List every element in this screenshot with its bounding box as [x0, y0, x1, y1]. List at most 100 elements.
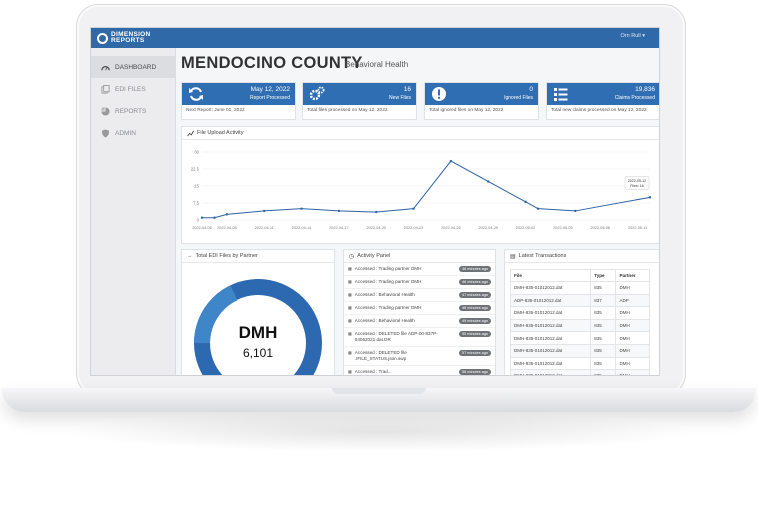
- table-row[interactable]: DMH-835-01012012.dat 835 DMH: [509, 369, 650, 375]
- table-cell: DMH: [615, 343, 650, 358]
- data-point[interactable]: [487, 180, 490, 183]
- activity-row[interactable]: ▦ Accessed : Trad... 58 minutes ago: [344, 366, 495, 375]
- activity-text: Accessed : Trading partner DMH: [354, 266, 422, 271]
- user-menu[interactable]: Orn Rull ▾: [620, 33, 645, 39]
- table-cell: 837: [590, 293, 617, 308]
- brand-logo[interactable]: DIMENSION REPORTS: [97, 31, 151, 45]
- data-point[interactable]: [574, 209, 577, 213]
- data-point[interactable]: [300, 207, 303, 210]
- table-row[interactable]: DMH-835-01012012.dat 835 DMH: [509, 318, 650, 333]
- x-tick-label: 2022-04-20: [367, 226, 386, 230]
- data-point[interactable]: [536, 207, 540, 210]
- table-row[interactable]: DMH-835-01012012.dat 835 DMH: [509, 331, 650, 345]
- panel-title: Total EDI Files by Partner: [195, 253, 258, 259]
- sidebar: DASHBOARD EDI FILES REPORTS ADMIN: [91, 48, 176, 375]
- y-tick-label: 7.5: [193, 201, 199, 206]
- shield-icon: [101, 128, 110, 138]
- log-entry-icon: ▦: [348, 266, 352, 271]
- activity-list: ▦ Accessed : Trading partner DMH 46 minute…: [344, 263, 495, 375]
- table-cell: 835: [590, 331, 617, 345]
- column-header[interactable]: File: [509, 269, 592, 282]
- stat-value: 16: [403, 86, 411, 93]
- stat-card-report[interactable]: May 12, 2022 Report Processed Next Repor…: [181, 82, 296, 120]
- sidebar-item-reports[interactable]: REPORTS: [91, 100, 175, 122]
- sidebar-item-label: EDI FILES: [115, 85, 146, 93]
- arrow-right-icon: →: [187, 253, 193, 259]
- log-entry-icon: ▦: [348, 318, 352, 323]
- stat-label: Claims Processed: [614, 95, 655, 101]
- log-entry-icon: ▦: [348, 305, 352, 310]
- table-row[interactable]: ADP-835-01012012.dat 837 ADP: [509, 293, 650, 308]
- transactions-panel: ▤ Latest Transactions File Type Partner DM…: [504, 249, 659, 375]
- activity-text: Accessed : Trading partner DMH: [354, 279, 422, 284]
- time-badge: 47 minutes ago: [459, 292, 491, 298]
- activity-panel: ◷ Activity Panel ▦ Accessed : Trading par…: [343, 249, 496, 375]
- table-cell: DMH: [615, 331, 650, 345]
- time-badge: 46 minutes ago: [459, 279, 491, 285]
- table-cell: 835: [590, 343, 617, 358]
- activity-row[interactable]: ▦ Accessed : DELETED file ADP-00-837P-040…: [344, 328, 495, 347]
- stat-card-new-files[interactable]: 16 New Files Total files processed on Ma…: [302, 82, 417, 120]
- activity-row[interactable]: ▦ Accessed : Trading partner DMH 46 minute…: [344, 276, 495, 289]
- x-tick-label: 2022-04-11: [255, 226, 274, 230]
- data-point[interactable]: [225, 213, 229, 216]
- activity-row[interactable]: ▦ Accessed : Trading partner DMH 46 minute…: [344, 263, 495, 276]
- data-point[interactable]: [375, 210, 378, 214]
- panel-title: Latest Transactions: [518, 253, 567, 259]
- column-header[interactable]: Type: [590, 269, 617, 282]
- x-tick-label: 2022-04-26: [441, 226, 460, 230]
- x-tick-label: 2022-05-08: [591, 226, 610, 230]
- stat-value: 0: [529, 86, 533, 93]
- line-chart-icon: [187, 130, 194, 136]
- column-header[interactable]: Partner: [615, 269, 650, 282]
- data-point[interactable]: [412, 207, 415, 210]
- data-point[interactable]: [213, 216, 216, 219]
- data-point[interactable]: [337, 209, 341, 213]
- data-point[interactable]: [200, 216, 204, 219]
- table-cell: DMH-835-01012012.dat: [509, 318, 592, 333]
- data-point[interactable]: [648, 196, 652, 199]
- transactions-table: File Type Partner DMH-835-01012012.dat 835 D…: [509, 269, 650, 375]
- file-upload-chart: 30 22.5 15 7.5 0 2022-04-06 2022-04-08 2022-04-…: [191, 150, 652, 230]
- brand-line2: REPORTS: [111, 37, 145, 44]
- donut-center-value: 6,101: [243, 346, 273, 360]
- stat-label: Ignored Files: [504, 95, 533, 101]
- file-upload-panel: File Upload Activity 30 22.5 15 7.5 0 2022-04…: [181, 126, 659, 244]
- time-badge: 46 minutes ago: [459, 266, 491, 272]
- sidebar-item-dashboard[interactable]: DASHBOARD: [91, 56, 175, 78]
- data-point[interactable]: [263, 209, 266, 213]
- activity-text: Accessed : Behavioral Health: [354, 292, 415, 297]
- table-cell: 835: [590, 318, 617, 333]
- clock-icon: ◷: [349, 253, 355, 260]
- activity-row[interactable]: ▦ Accessed : Behavioral Health 49 minutes …: [344, 315, 495, 328]
- table-icon: ▤: [510, 253, 516, 260]
- donut-segment[interactable]: [194, 285, 238, 344]
- table-cell: DMH: [615, 356, 650, 371]
- logo-mark-icon: [97, 32, 108, 44]
- stat-card-claims[interactable]: 19,836 Claims Processed Total new claims…: [546, 82, 659, 120]
- activity-row[interactable]: ▦ Accessed : Trading partner DMH 48 minute…: [344, 302, 495, 315]
- partner-donut-chart[interactable]: DMH 6,101: [182, 263, 334, 376]
- sidebar-item-admin[interactable]: ADMIN: [91, 122, 175, 144]
- x-tick-label: 2022-04-06: [192, 226, 211, 230]
- app-screen: DIMENSION REPORTS Orn Rull ▾ DASHBOARD E…: [90, 27, 660, 376]
- y-tick-label: 15: [194, 184, 199, 189]
- table-row[interactable]: DMH-835-01012012.dat 835 DMH: [509, 356, 650, 371]
- data-point[interactable]: [449, 159, 453, 163]
- table-cell: DMH-835-01012012.dat: [509, 281, 592, 295]
- activity-text: Accessed : Behavioral Health: [354, 318, 415, 323]
- brand-line1: DIMENSION: [111, 31, 151, 38]
- table-row[interactable]: DMH-835-01012012.dat 835 DMH: [509, 306, 650, 320]
- table-cell: 835: [590, 306, 617, 320]
- table-row[interactable]: DMH-835-01012012.dat 835 DMH: [509, 343, 650, 358]
- sidebar-item-edi-files[interactable]: EDI FILES: [91, 78, 175, 100]
- table-row[interactable]: DMH-835-01012012.dat 835 DMH: [509, 281, 650, 295]
- log-entry-icon: ▦: [348, 350, 352, 355]
- stat-card-ignored-files[interactable]: 0 Ignored Files Total ignored files on M…: [424, 82, 539, 120]
- data-point[interactable]: [524, 200, 527, 204]
- page-title: MENDOCINO COUNTY: [181, 54, 363, 72]
- time-badge: 48 minutes ago: [459, 305, 491, 311]
- activity-row[interactable]: ▦ Accessed : DELETED file .IFILE_STATUS.j…: [344, 347, 495, 366]
- activity-row[interactable]: ▦ Accessed : Behavioral Health 47 minutes …: [344, 289, 495, 302]
- activity-text: Accessed : DELETED file ADP-00-837P-0406…: [354, 331, 438, 342]
